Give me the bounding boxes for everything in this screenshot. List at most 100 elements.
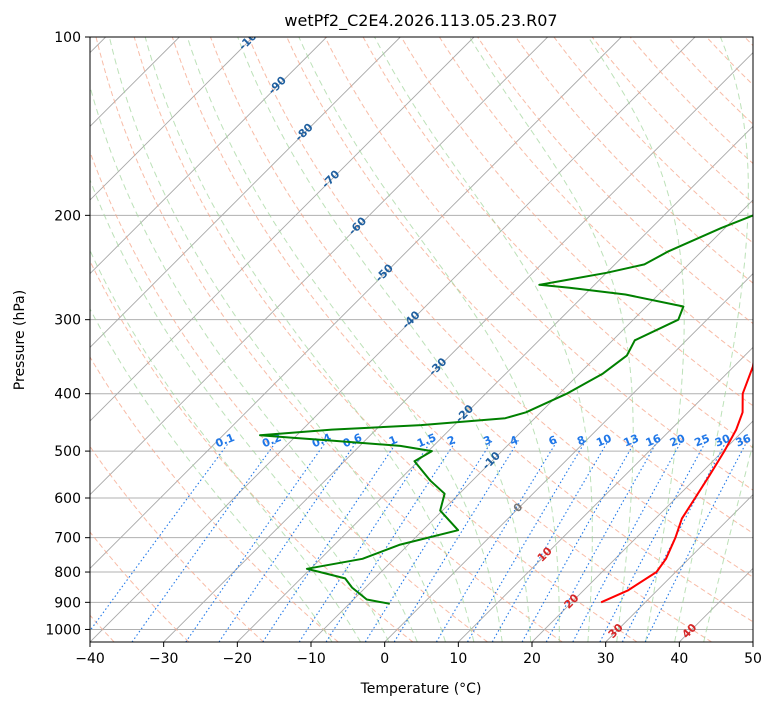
x-tick-label: 20 (523, 651, 541, 667)
plot-area: 0.1 0.2 0.4 0.6 1 1.5 2 3 4 6 8 10 13 16 20 25 30 36-100-… (90, 24, 775, 642)
chart-title: wetPf2_C2E4.2026.113.05.23.R07 (284, 11, 557, 31)
mixing-ratio-line (572, 440, 683, 642)
isotherm-label: -10 (480, 449, 503, 472)
moist-adiabat (703, 441, 753, 642)
y-tick-label: 500 (54, 444, 81, 460)
y-tick-label: 200 (54, 208, 81, 224)
moist-adiabat (90, 249, 362, 642)
y-tick-label: 300 (54, 313, 81, 329)
dry-adiabat (324, 37, 753, 491)
mixing-ratio-label: 13 (622, 432, 641, 450)
y-tick-label: 600 (54, 491, 81, 507)
isotherm-lines (90, 37, 753, 642)
mixing-ratio-label: 0.1 (214, 431, 237, 450)
moist-adiabat (90, 84, 418, 642)
mixing-ratio-line (521, 440, 637, 642)
pressure-gridlines (90, 37, 753, 630)
x-axis-label: Temperature (°C) (360, 681, 482, 697)
mixing-ratio-label: 25 (693, 432, 712, 450)
y-axis-ticks: 100 200 300 400 500 600 700 800 900 1000 (45, 30, 90, 638)
mixing-ratio-label: 1 (387, 433, 399, 448)
isotherm-line (605, 494, 753, 642)
x-tick-label: −30 (149, 651, 179, 667)
x-tick-label: −10 (296, 651, 326, 667)
isotherm-line (90, 37, 475, 422)
isotherm-label: -70 (319, 167, 342, 190)
moist-adiabat (674, 37, 749, 642)
x-tick-label: 40 (670, 651, 688, 667)
dry-adiabat (400, 37, 753, 407)
mixing-ratio-label: 8 (575, 433, 587, 448)
moist-adiabat (587, 37, 685, 642)
dry-adiabat (591, 37, 753, 204)
x-tick-label: 50 (744, 651, 762, 667)
moist-adiabat (186, 37, 503, 642)
mixing-ratio-label: 10 (594, 432, 613, 450)
dry-adiabat (438, 37, 753, 366)
y-tick-label: 1000 (45, 622, 81, 638)
mixing-ratio-lines (90, 440, 748, 642)
isotherm-line (752, 641, 753, 642)
mixing-ratio-line (491, 440, 609, 642)
mixing-ratio-line (467, 440, 587, 642)
moist-adiabat (90, 308, 333, 642)
x-tick-label: 30 (597, 651, 615, 667)
x-axis-ticks: −40 −30 −20 −10 0 10 20 30 40 50 (75, 642, 762, 667)
x-tick-label: 10 (449, 651, 467, 667)
profile-line (600, 358, 753, 604)
mixing-ratio-line (185, 440, 328, 642)
dry-adiabat (90, 445, 264, 642)
moist-adiabat (108, 37, 446, 642)
y-tick-label: 700 (54, 531, 81, 547)
isotherm-label: -60 (346, 214, 369, 237)
mixing-ratio-line (545, 440, 659, 642)
isotherm-label: -50 (373, 261, 396, 284)
isotherm-line (163, 52, 753, 642)
isotherm-line (90, 37, 327, 275)
mixing-ratio-line (393, 440, 520, 642)
dry-adiabat (95, 37, 563, 642)
mixing-ratio-line (131, 440, 278, 642)
mixing-ratio-label: 6 (547, 433, 559, 448)
dry-adiabat (744, 37, 753, 47)
dry-adiabat (90, 356, 339, 642)
isotherm-line (90, 37, 622, 569)
isotherm-line (384, 273, 753, 642)
mixing-ratio-line (262, 440, 399, 642)
mixing-ratio-label: 2 (445, 433, 457, 448)
y-tick-label: 400 (54, 387, 81, 403)
mixing-ratio-label: 20 (668, 432, 687, 450)
dry-adiabat (477, 37, 753, 325)
mixing-ratio-line (364, 440, 493, 642)
moist-adiabat (374, 37, 593, 642)
sounding-series (259, 214, 753, 605)
moist-adiabat-lines (90, 37, 753, 642)
x-tick-label: 0 (380, 651, 389, 667)
dry-adiabat (515, 37, 753, 284)
isotherm-label: -90 (266, 74, 289, 97)
y-axis-label: Pressure (hPa) (12, 290, 28, 390)
profile-line (259, 214, 753, 605)
isotherm-line (90, 37, 548, 496)
mixing-ratio-label: 16 (644, 432, 663, 450)
dry-adiabat (171, 37, 712, 642)
isotherm-label: -100 (236, 24, 265, 53)
isotherm-label: 0 (511, 500, 526, 515)
dry-adiabat (90, 531, 190, 642)
moist-adiabat (90, 178, 390, 642)
mixing-ratio-line (218, 440, 358, 642)
dry-adiabat (667, 37, 753, 125)
dry-adiabat (770, 24, 775, 642)
y-tick-label: 100 (54, 30, 81, 46)
x-tick-label: −40 (75, 651, 105, 667)
isotherm-label: 20 (562, 591, 582, 611)
y-tick-label: 900 (54, 595, 81, 611)
dry-adiabat (133, 37, 638, 642)
dry-adiabat (286, 37, 753, 534)
mixing-ratio-label: 36 (734, 432, 753, 450)
mixing-ratio-label: 1.5 (415, 431, 438, 450)
isotherm-label: -40 (399, 308, 422, 331)
plot-frame (89, 36, 754, 643)
isotherm-label: -80 (292, 120, 315, 143)
